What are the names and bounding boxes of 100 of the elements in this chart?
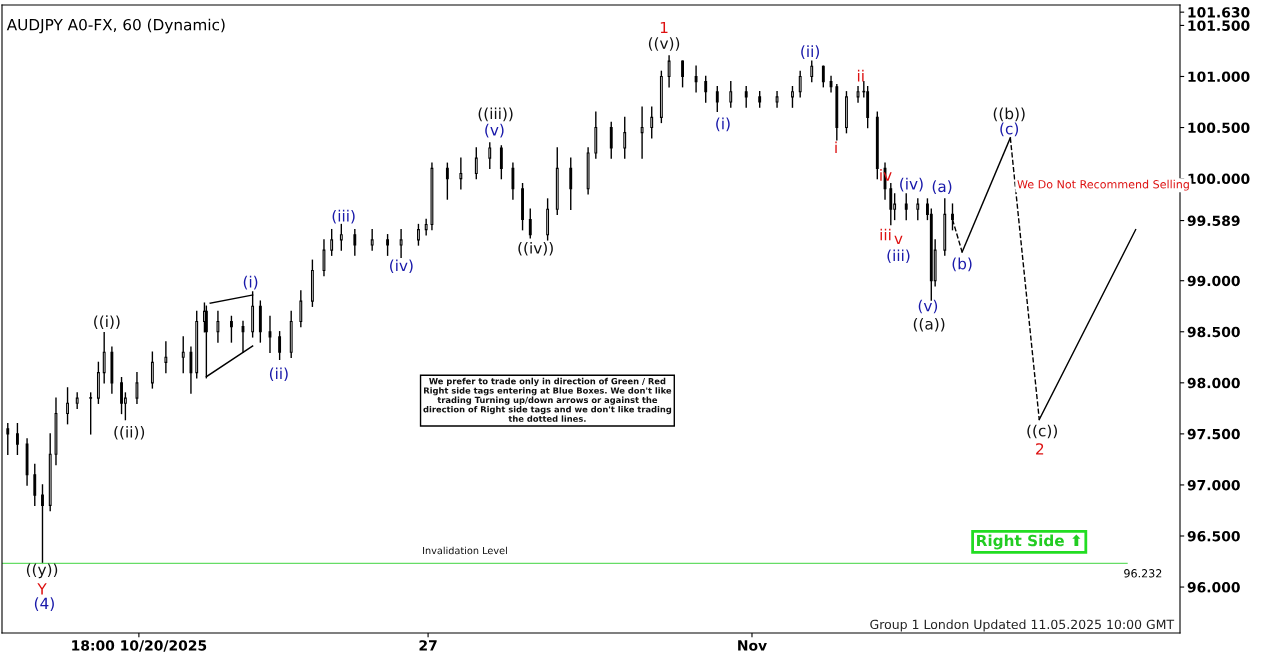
annotation: Group 1 London Updated 11.05.2025 10:00 GMT <box>870 619 1175 632</box>
annotation: 2 <box>1036 443 1044 455</box>
annotation: ii <box>857 69 864 82</box>
y-tick-label: 96.500 <box>1187 530 1240 542</box>
candlestick <box>102 332 106 384</box>
candlestick <box>650 106 654 139</box>
candlestick <box>511 162 515 200</box>
x-tick-label: Nov <box>738 640 767 651</box>
annotation: v <box>894 235 903 245</box>
annotation: We Do Not Recommend Selling <box>1017 179 1189 191</box>
candlestick <box>120 377 123 415</box>
annotation: (iii) <box>887 249 910 264</box>
candlestick <box>715 85 719 112</box>
y-tick-label: 100.000 <box>1188 173 1250 185</box>
candlestick <box>322 239 326 277</box>
candlestick <box>916 198 920 221</box>
ref-line-label: 96.232 <box>1124 569 1162 578</box>
annotation: (4) <box>34 597 54 611</box>
candlestick <box>798 70 802 98</box>
candlestick <box>299 290 303 328</box>
candlestick <box>89 392 93 435</box>
y-tick-label: 99.000 <box>1187 275 1240 287</box>
annotation: (i) <box>243 275 258 290</box>
candlestick <box>694 65 698 93</box>
annotation: ((v)) <box>648 37 680 51</box>
candlestick <box>41 484 44 565</box>
candlestick <box>488 142 492 170</box>
candlestick <box>33 463 37 507</box>
candlestick <box>904 193 908 221</box>
annotation: (v) <box>918 299 938 314</box>
annotation: 1 <box>660 21 668 34</box>
candlestick <box>164 341 168 374</box>
candlestick <box>353 228 357 256</box>
annotation: Invalidation Level <box>423 546 507 555</box>
y-tick-label: 98.500 <box>1187 326 1240 338</box>
annotation: Y <box>37 583 47 595</box>
y-tick-label: 100.500 <box>1188 122 1250 134</box>
candlestick <box>399 228 403 258</box>
candlestick <box>499 145 503 180</box>
annotation: (ii) <box>269 367 288 382</box>
annotation: ((b)) <box>993 107 1025 122</box>
candlestick <box>6 422 10 455</box>
y-tick-label: 97.500 <box>1187 428 1240 440</box>
candlestick <box>521 183 524 231</box>
candlestick <box>386 234 390 256</box>
candlestick <box>278 331 282 361</box>
annotation: (iv) <box>390 259 413 274</box>
candlestick <box>729 80 733 108</box>
candlestick <box>445 162 449 200</box>
candlestick <box>330 228 334 256</box>
candlestick <box>821 65 825 88</box>
annotation: ((a)) <box>913 317 945 332</box>
y-tick-label: 98.000 <box>1187 377 1240 389</box>
y-tick-label: 101.000 <box>1188 71 1250 82</box>
candlestick <box>75 392 79 410</box>
annotation: ((ii)) <box>114 425 145 440</box>
candlestick <box>704 75 708 103</box>
y-tick-label: 101.630 <box>1188 7 1250 18</box>
text: AUDJPY A0-FX, 60 (Dynamic) <box>6 18 225 34</box>
annotation: (a) <box>932 180 952 194</box>
annotation: i <box>835 141 837 154</box>
annotation: Right Side ⬆ <box>977 534 1081 550</box>
annotation: (i) <box>716 117 730 132</box>
annotation: (v) <box>485 123 504 138</box>
candlestick <box>810 60 814 83</box>
candlestick <box>417 223 420 246</box>
candlestick <box>16 422 19 455</box>
annotation: (c) <box>1000 122 1019 137</box>
candlestick <box>66 387 69 425</box>
candlestick <box>569 157 573 210</box>
candlestick <box>216 310 220 343</box>
annotation: ((i)) <box>94 315 120 329</box>
candlestick <box>856 85 860 103</box>
x-tick-label: 18:00 10/20/2025 <box>72 640 207 652</box>
candlestick <box>889 183 893 226</box>
candlestick <box>181 336 185 374</box>
y-tick-label: 97.000 <box>1187 479 1240 491</box>
annotation: (b) <box>952 257 972 272</box>
annotation: ((c)) <box>1027 424 1057 439</box>
candlestick <box>775 91 779 108</box>
candlestick <box>681 60 685 88</box>
annotation: We prefer to trade only in direction of Green / Red Right side tags entering at Blue Boxes. We don't like trading Turning up/down arrows or against the direction of Right side tags and we don't like trading the dotted lines. <box>423 377 672 422</box>
y-tick-label: 96.000 <box>1187 582 1240 593</box>
candlestick <box>424 218 428 236</box>
candlestick <box>339 223 343 251</box>
annotation: ((iv)) <box>518 241 553 256</box>
candlestick <box>310 259 314 307</box>
candlestick <box>230 315 233 343</box>
candlestick <box>474 147 478 180</box>
candlestick <box>189 346 193 394</box>
candlestick <box>459 157 463 190</box>
annotation: (iii) <box>332 209 355 224</box>
annotation: ((iii)) <box>478 107 513 122</box>
annotation: iii <box>880 228 891 241</box>
annotation: (ii) <box>801 45 819 59</box>
annotation: (iv) <box>900 177 923 192</box>
candlestick <box>135 371 139 404</box>
candlestick <box>845 91 848 134</box>
x-tick-label: 27 <box>419 640 437 651</box>
candlestick <box>623 116 627 159</box>
